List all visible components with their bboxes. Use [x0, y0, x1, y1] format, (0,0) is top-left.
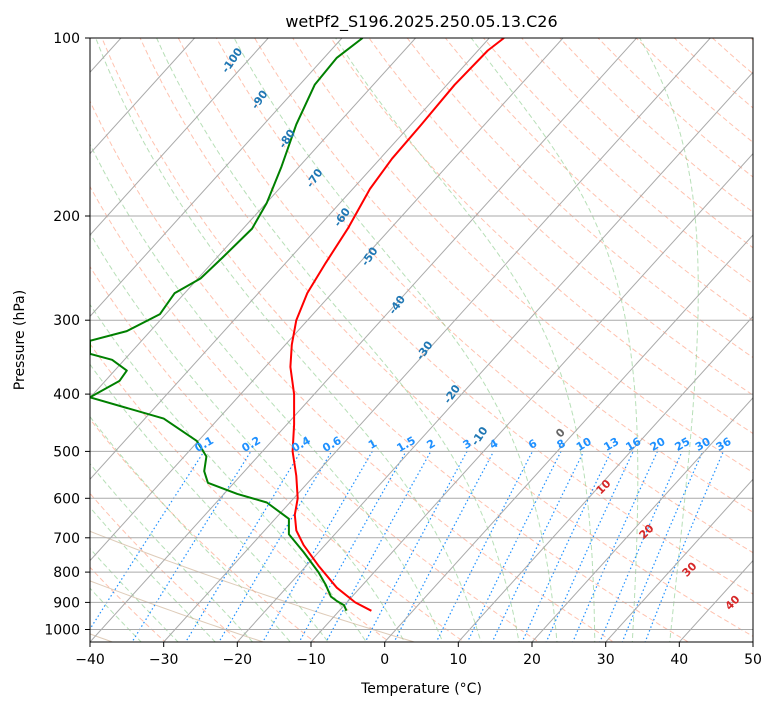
dry-adiabat-line — [330, 38, 753, 435]
x-tick-label: 30 — [597, 652, 615, 668]
isotherm-line — [310, 152, 753, 642]
isotherm-line — [384, 234, 753, 642]
isotherm-line — [163, 38, 711, 642]
isotherm-line — [90, 38, 195, 155]
dry-adiabat-line — [215, 38, 753, 554]
profile-lines — [90, 38, 505, 612]
moist-adiabat-line — [156, 38, 520, 642]
x-tick-label: −10 — [296, 652, 326, 668]
x-axis: −40 −30 −20 −10 0 10 20 30 40 50 — [75, 642, 762, 668]
isotherm-line — [90, 38, 490, 480]
y-tick-label: 700 — [53, 531, 80, 547]
y-axis: 100 200 300 400 500 600 700 800 900 1000 — [44, 31, 90, 639]
isotherm-line — [605, 478, 753, 642]
dry-adiabat-line — [90, 185, 540, 642]
moist-adiabat-line — [90, 232, 406, 642]
isotherm-line — [531, 397, 753, 642]
y-tick-label: 100 — [53, 31, 80, 47]
moist-adiabat-line — [90, 303, 367, 642]
dry-adiabat-line — [139, 38, 753, 637]
y-tick-label: 400 — [53, 387, 80, 403]
moist-adiabat-line — [95, 38, 482, 642]
x-tick-label: −30 — [149, 652, 179, 668]
x-tick-label: 40 — [670, 652, 688, 668]
isotherm-line — [90, 38, 269, 236]
x-tick-label: 20 — [523, 652, 541, 668]
y-tick-label: 1000 — [44, 623, 80, 639]
plot-frame — [89, 37, 754, 643]
dry-adiabat-line — [101, 38, 690, 642]
x-tick-label: 0 — [380, 652, 389, 668]
chart-title: wetPf2_S196.2025.250.05.13.C26 — [285, 12, 557, 32]
y-tick-label: 300 — [53, 313, 80, 329]
moist-adiabat-line — [233, 38, 558, 642]
y-tick-label: 800 — [53, 565, 80, 581]
x-tick-label: 50 — [744, 652, 762, 668]
moist-adiabat-line — [90, 363, 329, 642]
auxiliary-curve — [90, 530, 416, 642]
isotherm-line — [752, 641, 753, 642]
temperature-line — [289, 38, 505, 612]
moist-adiabat-line — [90, 547, 179, 642]
isotherm-line — [457, 315, 753, 642]
dry-adiabat-line — [90, 418, 316, 642]
y-tick-label: 500 — [53, 444, 80, 460]
isotherm-line — [90, 38, 564, 562]
isotherm-line — [90, 38, 343, 318]
moist-adiabat-line — [90, 463, 254, 642]
dry-adiabat-line — [177, 38, 753, 595]
grid-lines — [90, 38, 753, 642]
dry-adiabat-line — [254, 38, 753, 513]
auxiliary-curve — [90, 580, 265, 642]
moist-adiabat-line — [639, 38, 699, 642]
x-tick-label: −20 — [223, 652, 253, 668]
isotherm-line — [236, 71, 753, 642]
x-tick-label: −40 — [75, 652, 105, 668]
moist-adiabat-line — [90, 415, 291, 642]
y-tick-label: 200 — [53, 209, 80, 225]
moist-adiabat-line — [335, 38, 596, 642]
moist-adiabat-line — [90, 143, 444, 642]
moist-adiabat-line — [90, 587, 142, 642]
dry-adiabat-line — [406, 38, 753, 359]
dry-adiabat-line — [368, 38, 753, 396]
y-tick-label: 600 — [53, 491, 80, 507]
plot-background — [90, 38, 753, 642]
dry-adiabat-line — [761, 0, 775, 654]
x-tick-label: 10 — [449, 652, 467, 668]
dewpoint-line — [90, 38, 364, 612]
isotherm-line — [90, 38, 416, 399]
x-axis-label: Temperature (°C) — [360, 681, 482, 697]
dry-adiabat-line — [90, 265, 465, 642]
moist-adiabat-line — [90, 506, 216, 642]
y-axis-label: Pressure (hPa) — [12, 290, 28, 390]
y-tick-label: 900 — [53, 595, 80, 611]
dry-adiabat-line — [90, 99, 615, 642]
dry-adiabat-line — [90, 492, 241, 642]
isotherm-line — [90, 38, 637, 642]
